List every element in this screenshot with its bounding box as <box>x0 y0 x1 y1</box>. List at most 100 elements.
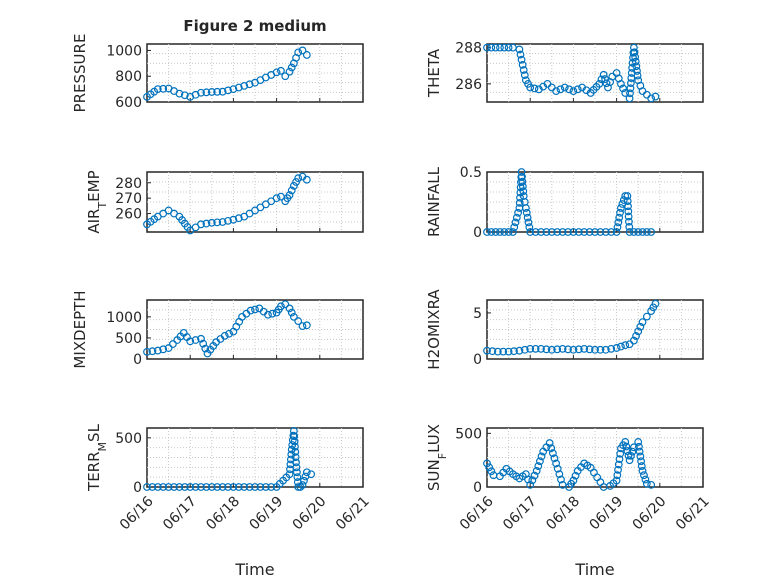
data-point <box>202 219 211 228</box>
data-point <box>624 212 633 221</box>
data-point <box>617 342 625 351</box>
data-point <box>483 459 491 468</box>
data-point <box>523 213 532 222</box>
data-point <box>629 228 638 236</box>
data-point <box>542 228 551 236</box>
data-point <box>511 218 520 227</box>
data-point <box>638 228 647 236</box>
data-point <box>302 175 311 184</box>
panel-sun-flux: 0 500 06/16 06/17 06/18 06/19 06/20 06/21 Time SU… <box>425 424 713 579</box>
data-point <box>291 453 300 462</box>
data-point <box>626 89 634 98</box>
data-point <box>537 452 546 461</box>
y-tick-label: 288 <box>455 41 482 57</box>
data-point <box>573 85 582 94</box>
data-point <box>302 468 311 477</box>
data-point <box>240 81 249 90</box>
data-point <box>199 339 208 348</box>
x-tick-label: 06/20 <box>630 493 670 533</box>
panel-theta: 286 288 THETA <box>425 41 704 103</box>
data-point <box>640 471 648 480</box>
data-point <box>531 344 540 353</box>
x-tick-label: 06/19 <box>587 493 627 533</box>
data-point <box>289 312 298 321</box>
data-point <box>530 84 539 93</box>
data-point <box>491 43 500 52</box>
data-point <box>245 483 254 491</box>
data-point <box>287 308 296 317</box>
data-point <box>547 228 556 236</box>
data-point <box>569 228 578 236</box>
data-point <box>619 84 627 93</box>
data-point <box>197 483 205 491</box>
data-point <box>519 66 528 74</box>
data-point <box>264 310 272 319</box>
data-point <box>607 228 616 236</box>
data-point <box>281 72 290 81</box>
data-point <box>516 50 525 59</box>
data-point <box>180 483 189 491</box>
data-point <box>516 193 524 202</box>
data-point <box>631 57 640 66</box>
data-point <box>518 60 527 69</box>
data-point <box>153 85 162 94</box>
y-tick-label: 500 <box>115 331 142 347</box>
data-point <box>197 88 205 97</box>
data-point <box>560 83 569 92</box>
data-point <box>633 71 642 80</box>
data-point <box>614 218 623 227</box>
data-point <box>510 347 518 356</box>
data-point <box>281 300 290 309</box>
y-tick-label: 0 <box>133 352 142 368</box>
panel-mixdepth: 0 500 1000 MIXDEPTH <box>71 290 364 369</box>
y-tick-label: 1000 <box>106 310 142 326</box>
panel-pressure: 600 800 1000 PRESSURE Figure 2 medium <box>71 17 364 112</box>
data-point <box>285 191 294 199</box>
data-point <box>500 43 509 52</box>
data-point <box>634 438 643 446</box>
data-point <box>585 345 594 354</box>
y-axis-label: AIRTEMP <box>85 170 109 233</box>
data-point <box>553 228 562 236</box>
data-point <box>234 83 243 92</box>
data-point <box>615 213 624 222</box>
data-point <box>623 447 632 455</box>
x-tick-label: 06/17 <box>160 493 200 533</box>
y-axis-label: SUNFLUX <box>425 424 449 491</box>
data-point <box>153 346 162 355</box>
data-point <box>298 481 307 489</box>
data-point <box>307 470 316 479</box>
data-point <box>251 483 259 491</box>
data-point <box>261 483 270 491</box>
data-point <box>612 476 621 485</box>
data-point <box>175 89 184 98</box>
data-point <box>517 55 526 64</box>
y-tick-label: 600 <box>115 95 142 111</box>
data-point <box>518 172 526 181</box>
data-point <box>246 306 255 315</box>
data-point <box>272 68 281 77</box>
x-tick-label: 06/18 <box>203 493 243 533</box>
data-point <box>614 465 622 474</box>
data-point <box>169 340 177 348</box>
data-point <box>602 79 611 88</box>
y-tick-label: 260 <box>115 207 142 223</box>
data-point <box>517 168 526 176</box>
data-point <box>612 344 621 352</box>
data-point <box>534 462 543 470</box>
data-point <box>512 213 521 222</box>
data-point <box>530 471 539 480</box>
data-point <box>493 347 502 356</box>
y-tick-label: 5 <box>473 306 482 322</box>
data-point <box>518 182 527 191</box>
x-tick-label: 06/20 <box>290 493 330 533</box>
data-point <box>164 344 173 352</box>
data-point <box>504 228 513 236</box>
data-point <box>613 223 622 232</box>
data-point <box>642 312 651 321</box>
data-point <box>191 336 200 344</box>
data-point <box>289 181 298 190</box>
data-point <box>509 228 517 236</box>
data-point <box>636 452 645 461</box>
